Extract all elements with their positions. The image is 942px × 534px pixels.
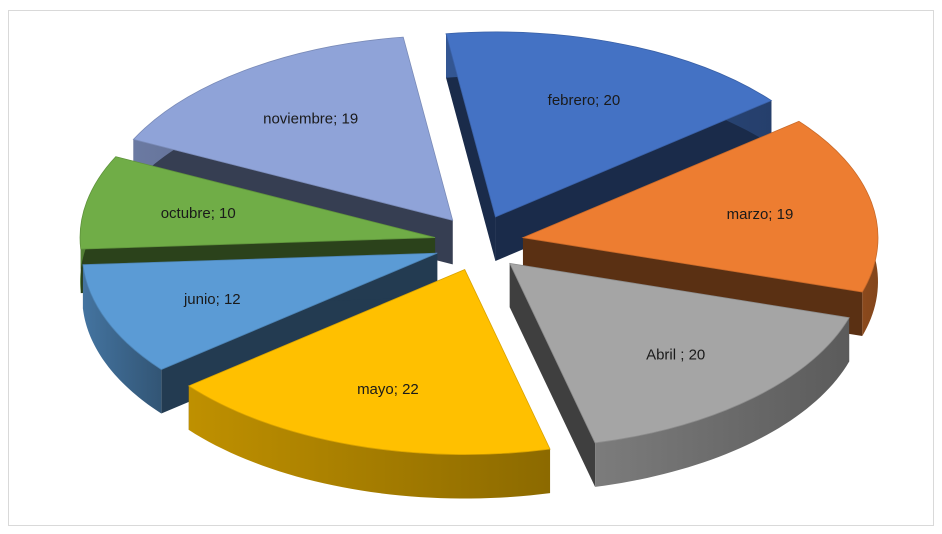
data-label-Abril: Abril ; 20 <box>646 347 705 364</box>
pie-slice-junio <box>82 252 438 414</box>
pie-chart: febrero; 20 marzo; 19 Abril ; 20 mayo; 22 ju… <box>79 31 879 499</box>
pie-slice-mayo <box>187 269 551 499</box>
data-label-mayo: mayo; 22 <box>357 381 419 398</box>
data-label-marzo: marzo; 19 <box>727 206 794 223</box>
data-label-octubre: octubre; 10 <box>161 205 236 222</box>
data-label-junio: junio; 12 <box>183 291 241 308</box>
pie-slice-Abril <box>509 262 850 487</box>
chart-area: febrero; 20 marzo; 19 Abril ; 20 mayo; 22 ju… <box>8 10 934 526</box>
data-label-noviembre: noviembre; 19 <box>263 111 358 128</box>
data-label-febrero: febrero; 20 <box>548 92 621 109</box>
